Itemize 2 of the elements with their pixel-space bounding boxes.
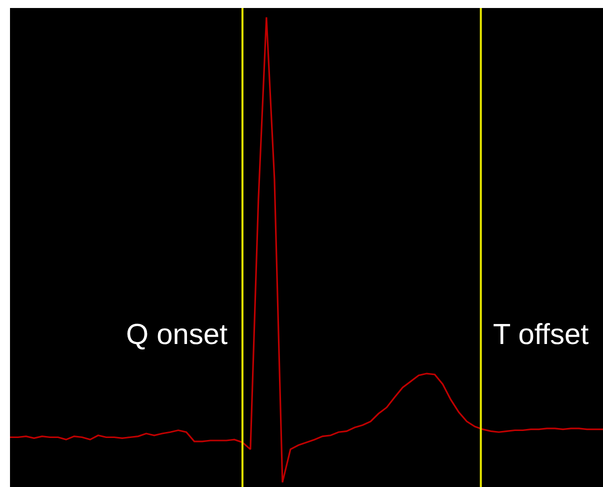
annotation: Q onset — [126, 319, 228, 351]
annotation: T offset — [493, 319, 589, 351]
